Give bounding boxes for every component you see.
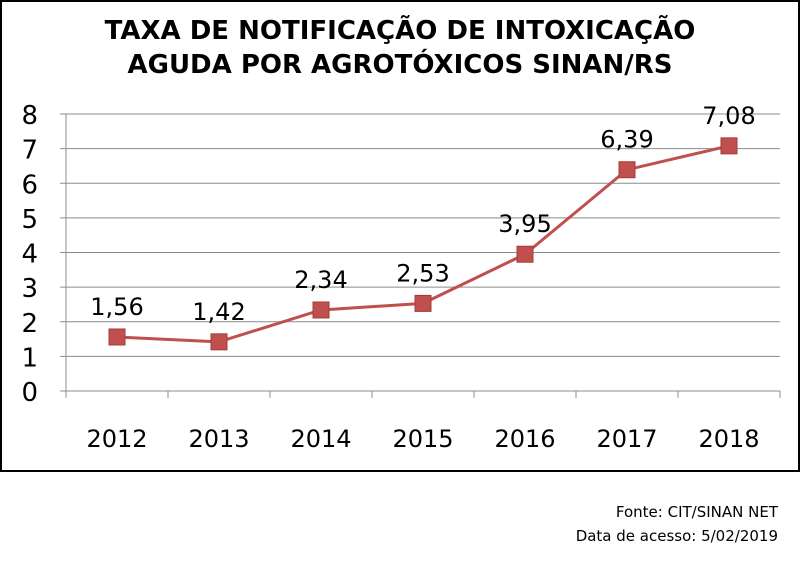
access-date-text: Data de acesso: 5/02/2019 xyxy=(575,527,778,545)
x-tick-label: 2018 xyxy=(698,425,759,453)
source-text: Fonte: CIT/SINAN NET xyxy=(615,503,778,521)
chart-title: TAXA DE NOTIFICAÇÃO DE INTOXICAÇÃO AGUDA… xyxy=(0,14,800,82)
data-point-marker xyxy=(210,333,228,351)
chart-title-line-2: AGUDA POR AGROTÓXICOS SINAN/RS xyxy=(127,50,673,80)
x-tick-label: 2013 xyxy=(188,425,249,453)
x-tick-label: 2015 xyxy=(392,425,453,453)
data-label: 1,56 xyxy=(90,293,143,321)
grid-lines xyxy=(66,113,780,357)
axes xyxy=(60,113,781,398)
x-tick-label: 2016 xyxy=(494,425,555,453)
chart-title-line-1: TAXA DE NOTIFICAÇÃO DE INTOXICAÇÃO xyxy=(104,16,696,46)
chart-border xyxy=(0,0,800,472)
data-labels: 1,56 1,42 2,34 2,53 3,95 6,39 7,08 xyxy=(90,102,755,326)
data-label: 3,95 xyxy=(498,210,551,238)
data-label: 2,53 xyxy=(396,259,449,287)
x-tick-label: 2014 xyxy=(290,425,351,453)
data-label: 2,34 xyxy=(294,266,347,294)
x-tick-labels: 2012 2013 2014 2015 2016 2017 2018 xyxy=(86,425,759,453)
y-tick-label: 7 xyxy=(21,136,38,166)
data-point-marker xyxy=(414,294,432,312)
y-tick-label: 6 xyxy=(21,170,38,200)
data-point-marker xyxy=(312,301,330,319)
y-tick-label: 3 xyxy=(21,274,38,304)
chart: 0 1 2 3 4 5 6 7 8 2012 2013 2014 2015 2016 2017 2018 1… xyxy=(0,0,800,472)
data-point-marker xyxy=(516,245,534,263)
y-tick-label: 1 xyxy=(21,343,38,373)
data-point-marker xyxy=(618,161,636,179)
y-tick-label: 0 xyxy=(21,378,38,408)
x-tick-label: 2017 xyxy=(596,425,657,453)
data-point-marker xyxy=(108,328,126,346)
y-tick-label: 5 xyxy=(21,205,38,235)
y-tick-label: 8 xyxy=(21,101,38,131)
data-point-marker xyxy=(720,137,738,155)
data-label: 7,08 xyxy=(702,102,755,130)
x-tick-label: 2012 xyxy=(86,425,147,453)
data-label: 6,39 xyxy=(600,126,653,154)
y-tick-labels: 0 1 2 3 4 5 6 7 8 xyxy=(21,101,38,408)
series-markers xyxy=(108,137,738,351)
y-tick-label: 4 xyxy=(21,240,38,270)
data-label: 1,42 xyxy=(192,298,245,326)
source-note: Fonte: CIT/SINAN NET Data de acesso: 5/0… xyxy=(576,500,778,548)
y-tick-label: 2 xyxy=(21,309,38,339)
